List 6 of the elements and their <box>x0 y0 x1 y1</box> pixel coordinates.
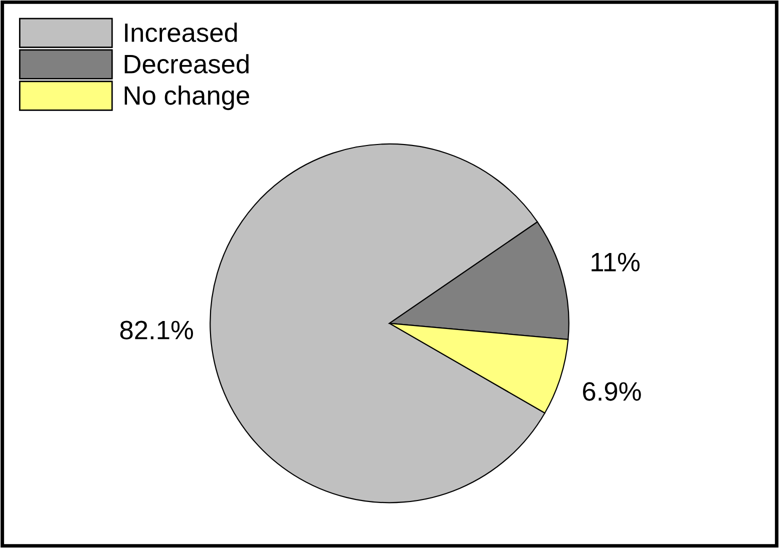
data-label: 82.1% <box>120 320 193 340</box>
legend-label: Increased <box>125 22 237 42</box>
legend-label: Decreased <box>124 54 249 74</box>
data-label: 6.9% <box>583 382 641 401</box>
legend-label: No change <box>124 85 250 110</box>
data-label: 11% <box>592 252 640 272</box>
